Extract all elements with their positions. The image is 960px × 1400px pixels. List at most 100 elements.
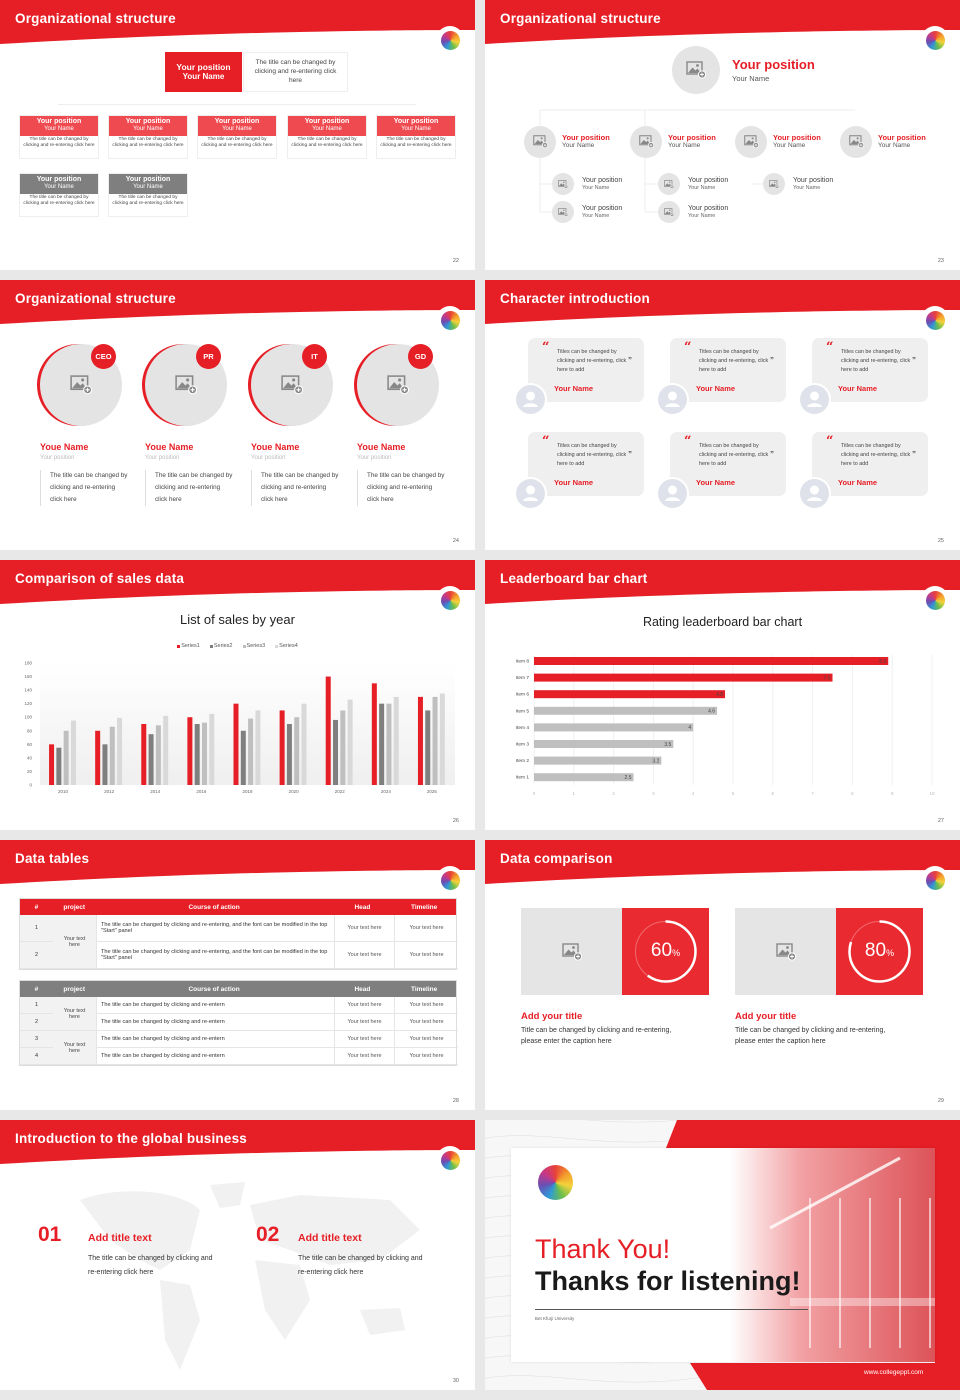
connector-lines bbox=[485, 0, 960, 270]
position-card: Your position Your Name The title can be c… bbox=[376, 115, 456, 159]
x-tick-label: 2024 bbox=[381, 789, 392, 794]
level2-name: Your Name bbox=[773, 142, 806, 149]
open-quote-icon: “ bbox=[542, 340, 550, 355]
website-link[interactable]: www.collegeppt.com bbox=[864, 1369, 924, 1376]
course-of-action: The title can be changed by clicking and… bbox=[96, 1031, 334, 1048]
college-logo bbox=[436, 306, 464, 334]
quote-text: Titles can be changed by clicking and re… bbox=[841, 349, 911, 374]
chart-title: List of sales by year bbox=[180, 612, 295, 627]
timeline-cell: Your text here bbox=[394, 942, 458, 969]
image-placeholder-icon bbox=[743, 135, 759, 149]
card-header: Your position Your Name bbox=[20, 174, 98, 194]
user-icon bbox=[516, 385, 545, 414]
legend-item: Series3 bbox=[242, 643, 265, 649]
slide-header bbox=[485, 0, 960, 50]
bar-series1-2010 bbox=[49, 744, 55, 785]
y-category-label: Item 6 bbox=[516, 692, 530, 698]
y-category-label: Item 7 bbox=[516, 675, 530, 681]
photo-placeholder bbox=[658, 201, 680, 223]
quote-text: Titles can be changed by clicking and re… bbox=[841, 443, 911, 468]
page-number: 22 bbox=[452, 258, 459, 264]
name-label: Your Name bbox=[401, 126, 431, 133]
close-quote-icon: ” bbox=[912, 356, 916, 365]
slide-header bbox=[0, 840, 475, 890]
project-cell: Your text here bbox=[53, 1031, 96, 1065]
position-label: Your position bbox=[36, 176, 82, 183]
card-header: Your position Your Name bbox=[20, 116, 98, 136]
level2-position: Your position bbox=[878, 133, 926, 142]
slide-25: Character introduction 25 “ Titles can be c… bbox=[485, 280, 960, 550]
y-category-label: Item 3 bbox=[516, 742, 530, 748]
bar-series4-2012 bbox=[117, 717, 123, 785]
y-tick-label: 160 bbox=[24, 674, 32, 679]
item-description: The title can be changed by clicking and… bbox=[298, 1255, 423, 1276]
head-cell: Your text here bbox=[334, 1048, 394, 1065]
bar-series1-2016 bbox=[187, 717, 193, 785]
legend-swatch bbox=[275, 644, 279, 648]
building-photo bbox=[730, 1148, 935, 1362]
person-position: Your position bbox=[40, 455, 75, 461]
card-description: The title can be changed by clicking and… bbox=[112, 137, 184, 149]
level3-position: Your position bbox=[582, 177, 623, 184]
slide-header bbox=[485, 560, 960, 610]
avatar bbox=[798, 383, 831, 416]
college-logo bbox=[921, 26, 949, 54]
image-placeholder-icon bbox=[638, 135, 654, 149]
bar-series2-2016 bbox=[194, 724, 200, 785]
position-card: Your position Your Name The title can be c… bbox=[197, 115, 277, 159]
timeline-cell: Your text here bbox=[394, 1031, 458, 1048]
card-description: The title can be changed by clicking and… bbox=[380, 137, 452, 149]
close-quote-icon: ” bbox=[628, 450, 632, 459]
bar-item-2 bbox=[534, 756, 662, 765]
bar-series3-2024 bbox=[386, 703, 392, 785]
character-name: Your Name bbox=[554, 478, 594, 487]
avatar bbox=[656, 477, 689, 510]
card-header: Your position Your Name bbox=[198, 116, 276, 136]
data-table-red: # project Course of action Head Timeline 1 The… bbox=[19, 898, 458, 970]
user-icon bbox=[658, 479, 687, 508]
card-description: The title can be changed by clicking and… bbox=[112, 195, 184, 207]
project-cell: Your text here bbox=[53, 997, 96, 1031]
row-number: 1 bbox=[20, 997, 53, 1014]
person-name: Youe Name bbox=[357, 442, 406, 452]
level2-position: Your position bbox=[562, 133, 610, 142]
image-placeholder-icon bbox=[558, 179, 568, 189]
quote-card bbox=[528, 338, 644, 402]
slide-header bbox=[0, 1120, 475, 1170]
user-icon bbox=[658, 385, 687, 414]
photo-placeholder bbox=[735, 126, 767, 158]
level3-name: Your Name bbox=[793, 185, 821, 191]
image-placeholder-icon bbox=[848, 135, 864, 149]
y-tick-label: 40 bbox=[27, 755, 33, 760]
name-label: Your Name bbox=[44, 126, 74, 133]
table-body: 1 The title can be changed by clicking an… bbox=[20, 915, 458, 969]
close-quote-icon: ” bbox=[912, 450, 916, 459]
bar-series2-2020 bbox=[286, 724, 292, 785]
row-number: 2 bbox=[20, 1014, 53, 1031]
y-tick-label: 20 bbox=[27, 769, 33, 774]
position-card: Your position Your Name The title can be c… bbox=[108, 173, 188, 217]
course-of-action: The title can be changed by clicking and… bbox=[96, 942, 334, 969]
quote-card bbox=[670, 338, 786, 402]
name-label: Your Name bbox=[44, 184, 74, 191]
bar-series3-2012 bbox=[109, 726, 115, 785]
open-quote-icon: “ bbox=[542, 434, 550, 449]
page-number: 30 bbox=[452, 1378, 459, 1384]
top-position: Your position bbox=[732, 57, 815, 72]
column-header: Head bbox=[354, 985, 371, 993]
thank-you-heading: Thank You! bbox=[535, 1234, 671, 1264]
column-header: Timeline bbox=[410, 903, 438, 911]
role-badge: IT bbox=[302, 344, 327, 369]
column-header: # bbox=[34, 903, 39, 911]
avatar bbox=[514, 383, 547, 416]
level3-name: Your Name bbox=[582, 213, 610, 219]
x-tick-label: 2014 bbox=[150, 789, 161, 794]
ring-progress bbox=[634, 920, 697, 983]
level2-position: Your position bbox=[668, 133, 716, 142]
table-header-row: # project Course of action Head Timeline bbox=[20, 981, 456, 997]
bar-series1-2014 bbox=[141, 724, 147, 785]
slide-31-thank-you: Thank You! Thanks for listening! Bet Kfurj… bbox=[485, 1120, 960, 1390]
head-cell: Your text here bbox=[334, 997, 394, 1014]
user-icon bbox=[516, 479, 545, 508]
x-tick-label: 9 bbox=[891, 791, 894, 796]
